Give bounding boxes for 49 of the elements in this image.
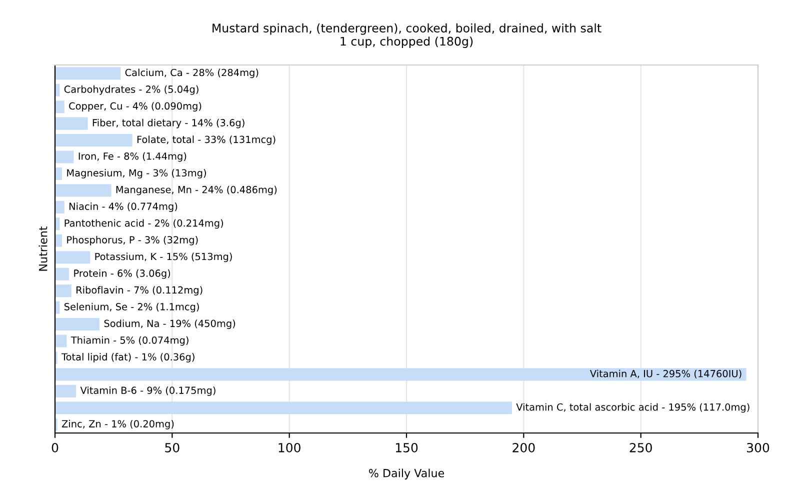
- bar: [55, 184, 112, 197]
- y-tick-label: Niacin - 4% (0.774mg): [69, 202, 178, 212]
- bar: [55, 117, 88, 130]
- y-tick-label: Manganese, Mn - 24% (0.486mg): [116, 186, 277, 196]
- x-tick-label: 50: [165, 442, 180, 452]
- bar: [55, 334, 67, 348]
- y-tick-label: Calcium, Ca - 28% (284mg): [125, 68, 258, 78]
- y-tick-label: Vitamin A, IU - 295% (14760IU): [590, 370, 742, 378]
- y-tick-label: Selenium, Se - 2% (1.1mcg): [64, 302, 199, 312]
- y-tick-label: Vitamin C, total ascorbic acid - 195% (117.0mg): [516, 403, 750, 413]
- y-tick-label: Pantothenic acid - 2% (0.214mg): [64, 219, 224, 229]
- y-tick-label: Vitamin B-6 - 9% (0.175mg): [80, 386, 216, 396]
- bar: [55, 150, 74, 164]
- bar: [55, 268, 70, 280]
- x-tick-label: 200: [512, 442, 535, 452]
- y-tick-label: Potassium, K - 15% (513mg): [95, 252, 232, 262]
- y-tick-label: Phosphorus, P - 3% (32mg): [67, 236, 198, 246]
- y-tick-label: Copper, Cu - 4% (0.090mg): [69, 102, 202, 112]
- bar: [55, 67, 121, 80]
- y-tick-label: Folate, total - 33% (131mcg): [137, 136, 276, 145]
- y-tick-label: Total lipid (fat) - 1% (0.36g): [61, 353, 194, 362]
- y-tick-label: Riboflavin - 7% (0.112mg): [76, 286, 202, 296]
- bar: [55, 318, 100, 331]
- bar: [55, 251, 90, 264]
- bar: [55, 368, 746, 381]
- bar: [55, 284, 72, 298]
- x-tick-label: 0: [52, 442, 58, 452]
- x-tick-label: 300: [747, 442, 770, 452]
- x-tick-label: 250: [630, 442, 652, 452]
- bar: [55, 384, 76, 398]
- bar: [55, 167, 62, 180]
- y-axis-title: Nutrient: [38, 226, 48, 271]
- x-tick-label: 150: [396, 442, 418, 452]
- bar: [55, 100, 64, 114]
- y-tick-label: Fiber, total dietary - 14% (3.6g): [92, 118, 244, 128]
- y-tick-label: Iron, Fe - 8% (1.44mg): [78, 152, 186, 162]
- y-tick-label: Sodium, Na - 19% (450mg): [104, 320, 236, 329]
- y-tick-label: Zinc, Zn - 1% (0.20mg): [62, 420, 174, 430]
- bar: [55, 402, 512, 414]
- y-tick-label: Carbohydrates - 2% (5.04g): [64, 85, 198, 95]
- chart-title: Mustard spinach, (tendergreen), cooked, boiled, drained, with salt 1 cup, chopped (180g): [212, 23, 602, 48]
- y-tick-label: Thiamin - 5% (0.074mg): [70, 336, 188, 346]
- bar: [55, 200, 64, 214]
- x-axis-title: % Daily Value: [368, 468, 444, 480]
- y-tick-label: Protein - 6% (3.06g): [74, 269, 170, 279]
- bar: [55, 134, 132, 147]
- bar: [55, 234, 62, 247]
- x-tick-label: 100: [278, 442, 300, 452]
- y-tick-label: Magnesium, Mg - 3% (13mg): [67, 169, 206, 178]
